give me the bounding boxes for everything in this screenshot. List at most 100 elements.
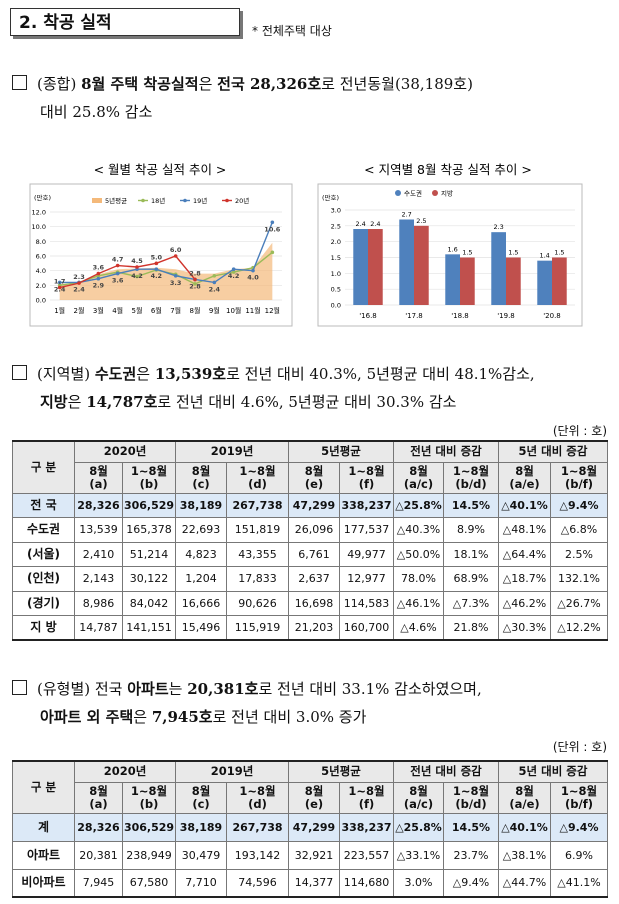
bar [552, 257, 567, 305]
value-label: 2.4 [355, 220, 365, 228]
bar [353, 229, 368, 305]
y-tick-label: 1.5 [331, 254, 341, 262]
point [57, 285, 62, 290]
table-cell: 28,326 [74, 812, 123, 842]
header-cell: 2020년 [74, 440, 176, 463]
table-cell: 49,977 [339, 541, 394, 567]
text-run: 7,945호 [151, 708, 213, 726]
table-cell: 18.1% [443, 541, 499, 567]
header-cell: 1~8월 (b/d) [443, 461, 499, 494]
legend-swatch [395, 190, 401, 196]
table-cell: △25.8% [393, 492, 444, 518]
header-row: 구 분 2020년 2019년 5년평균 전년 대비 증감 5년 대비 증감 [12, 760, 609, 814]
table-cell: △40.3% [393, 517, 444, 543]
bar [414, 225, 429, 305]
value-label: 1.5 [462, 249, 472, 257]
table-row: (경기) 8,986 84,042 16,666 90,626 16,698 114,583… [12, 590, 609, 616]
value-label: 4.2 [151, 272, 163, 280]
x-tick-label: '18.8 [451, 312, 469, 320]
table-cell: 68.9% [443, 566, 499, 592]
table-cell: 8,986 [74, 590, 123, 616]
table-row: 수도권 13,539 165,378 22,693 151,819 26,096 177,5… [12, 517, 609, 543]
table-row: (인천) 2,143 30,122 1,204 17,833 2,637 12,977 78.… [12, 566, 609, 592]
table-cell: △26.7% [549, 590, 609, 616]
header-cell: 8월 (a) [74, 781, 123, 814]
value-label: 1.5 [508, 249, 518, 257]
legend-label: 20년 [235, 196, 249, 205]
table-cell: 2,637 [288, 566, 340, 592]
table-cell: 30,479 [175, 840, 227, 870]
checkbox [12, 75, 27, 90]
table-cell: 14,377 [288, 868, 340, 898]
bar [506, 257, 521, 305]
value-label: 2.4 [54, 285, 66, 293]
point [57, 280, 62, 285]
text-run: 은 [67, 393, 87, 411]
value-label: 3.3 [170, 279, 182, 287]
legend-swatch [92, 198, 102, 203]
table-cell: 6,761 [288, 541, 340, 567]
header-cell: 5년평균 [288, 440, 394, 463]
point [193, 277, 197, 282]
table-cell: 151,819 [226, 517, 289, 543]
bar [368, 229, 383, 305]
paragraph-line: (종합) 8월 주택 착공실적은 전국 28,326호로 전년동월(38,189… [12, 70, 473, 98]
text-run: 14,787호 [86, 393, 158, 411]
table-cell: 22,693 [175, 517, 227, 543]
bar [445, 254, 460, 305]
table-cell: 15,496 [175, 615, 227, 641]
value-label: 1.5 [554, 249, 564, 257]
table-cell: 115,919 [226, 615, 289, 641]
table-cell: 3.0% [393, 868, 444, 898]
point [270, 250, 275, 255]
text-run: 은 [136, 365, 155, 383]
header-cell: 5년 대비 증감 [497, 440, 609, 463]
row-label: (인천) [12, 566, 75, 592]
table-cell: 338,237 [339, 492, 394, 518]
text-run: 로 전년 대비 4.6%, 5년평균 대비 30.3% 감소 [157, 393, 457, 411]
chart-title: < 월별 착공 실적 추이 > [94, 162, 227, 177]
table-cell: 13,539 [74, 517, 123, 543]
value-label: 2.8 [189, 282, 201, 290]
value-label: 4.5 [131, 257, 143, 265]
table-cell: △64.4% [498, 541, 551, 567]
table-cell: 67,580 [122, 868, 176, 898]
table-cell: △46.2% [498, 590, 551, 616]
table-cell: 338,237 [339, 812, 394, 842]
y-tick-label: 3.0 [331, 207, 341, 215]
point [212, 280, 217, 285]
table-row: 비아파트 7,945 67,580 7,710 74,596 14,377 114,680 3… [12, 868, 609, 898]
text-run: 은 [198, 75, 218, 93]
table-cell: 306,529 [122, 812, 176, 842]
x-tick-label: 7월 [170, 306, 181, 315]
header-cell: 8월 (c) [175, 781, 227, 814]
header-cell: 8월 (e) [288, 781, 340, 814]
value-label: 4.7 [112, 256, 124, 264]
table-cell: △40.1% [498, 492, 551, 518]
y-tick-label: 0.0 [331, 302, 341, 310]
table-cell: 51,214 [122, 541, 176, 567]
y-tick-label: 8.0 [36, 238, 46, 246]
line [59, 255, 196, 289]
header-cell: 8월 (a) [74, 461, 123, 494]
paragraph-line: (유형별) 전국 아파트는 20,381호로 전년 대비 33.1% 감소하였으… [12, 675, 482, 703]
header-cell: 전년 대비 증감 [393, 760, 499, 783]
header-cell: 8월 (a/e) [498, 461, 551, 494]
table-row: 아파트 20,381 238,949 30,479 193,142 32,921 223,5… [12, 840, 609, 870]
text-run: 수도권 [94, 365, 137, 383]
y-tick-label: 2.0 [36, 282, 46, 290]
x-tick-label: 2월 [74, 306, 85, 315]
text-run: 지방 [40, 393, 68, 411]
legend-label: 지방 [441, 189, 453, 198]
data-table: 구 분 2020년 2019년 5년평균 전년 대비 증감 5년 대비 증감 8월 (a) 1… [12, 760, 609, 898]
bar [537, 260, 552, 305]
text-run: 아파트 [127, 680, 169, 698]
row-label: 지 방 [12, 615, 75, 641]
header-cell: 5년평균 [288, 760, 394, 783]
value-label: 3.6 [112, 277, 124, 285]
x-tick-label: '20.8 [543, 312, 561, 320]
bar [460, 257, 475, 305]
chart-title: < 지역별 8월 착공 실적 추이 > [364, 162, 532, 177]
value-label: 2.7 [401, 211, 411, 219]
table-cell: 90,626 [226, 590, 289, 616]
